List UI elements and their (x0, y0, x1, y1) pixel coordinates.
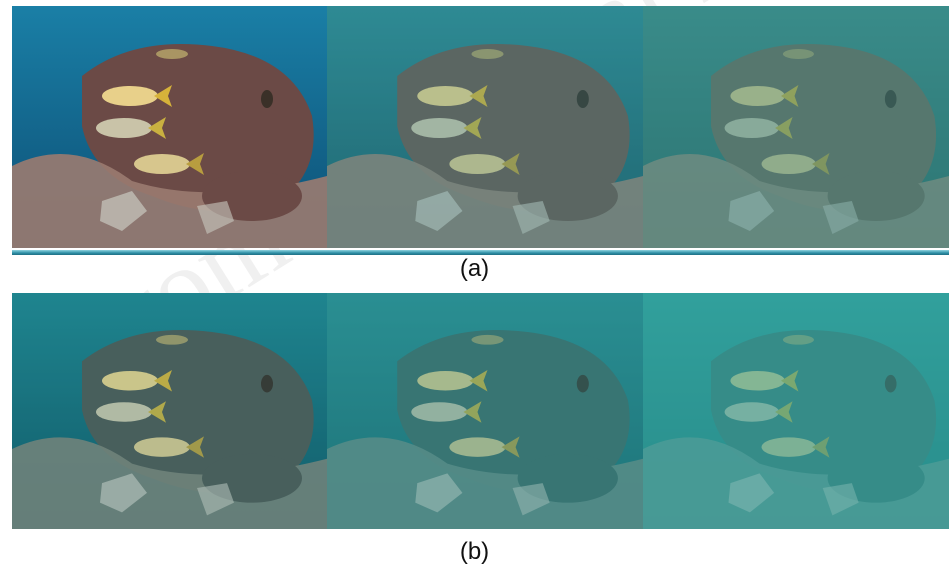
white-coral-patch (197, 201, 234, 234)
fish (782, 49, 814, 59)
row-divider (12, 250, 949, 255)
underwater-scene-b1 (12, 293, 327, 529)
fish-tail (501, 153, 520, 175)
white-coral-patch (415, 473, 463, 513)
underwater-scene-a3 (643, 6, 949, 248)
seabed (12, 154, 327, 248)
fish (261, 90, 273, 108)
white-coral-patch (728, 191, 775, 231)
white-coral-patch (100, 191, 147, 231)
fish (471, 49, 504, 59)
seabed (12, 437, 327, 529)
panel-a2 (327, 6, 643, 248)
fish (449, 437, 506, 457)
water-haze (643, 6, 949, 248)
fish (761, 154, 816, 174)
fish (417, 86, 474, 106)
caption-a: (a) (459, 255, 490, 282)
fish (724, 118, 779, 138)
fish (102, 371, 158, 391)
row-b (12, 293, 949, 529)
fish (134, 154, 190, 174)
fish (102, 86, 158, 106)
fish (156, 49, 188, 59)
panel-a3 (643, 6, 949, 248)
fish (156, 334, 188, 345)
fish-tail (148, 117, 166, 139)
fish (96, 402, 152, 422)
panel-b3 (643, 293, 949, 529)
fish-tail (154, 85, 172, 107)
panel-a1 (12, 6, 327, 248)
white-coral-patch (415, 191, 463, 231)
water-haze (643, 293, 949, 529)
caption-b: (b) (459, 538, 490, 565)
underwater-scene-b3 (643, 293, 949, 529)
fish (134, 437, 190, 457)
fish (576, 374, 589, 393)
fish-tail (186, 153, 204, 175)
water-haze (327, 293, 643, 529)
fish-tail (469, 370, 488, 392)
fish-tail (186, 436, 204, 458)
seabed (643, 154, 949, 248)
fish (730, 86, 785, 106)
fish (576, 90, 589, 108)
white-coral-patch (512, 483, 550, 516)
row-a (12, 6, 949, 248)
water-haze (327, 6, 643, 248)
underwater-scene-b2 (327, 293, 643, 529)
fish-tail (780, 85, 799, 107)
fish (96, 118, 152, 138)
fish (449, 154, 506, 174)
panel-b2 (327, 293, 643, 529)
fish (884, 90, 897, 108)
fish-tail (463, 401, 482, 423)
seabed (327, 437, 643, 529)
fish-tail (463, 117, 482, 139)
panel-b1 (12, 293, 327, 529)
seabed (327, 154, 643, 248)
fish-tail (775, 117, 793, 139)
fish-tail (154, 370, 172, 392)
white-coral-patch (822, 201, 859, 234)
fish (417, 371, 474, 391)
underwater-scene-a2 (327, 6, 643, 248)
white-coral-patch (197, 483, 234, 516)
water-haze (12, 293, 327, 529)
fish-tail (812, 153, 830, 175)
fish-tail (469, 85, 488, 107)
underwater-scene-a1 (12, 6, 327, 248)
fish-tail (148, 401, 166, 423)
fish (411, 402, 468, 422)
white-coral-patch (100, 473, 147, 513)
fish (261, 374, 273, 393)
white-coral-patch (512, 201, 550, 234)
fish-tail (501, 436, 520, 458)
fish (411, 118, 468, 138)
fish (471, 334, 504, 345)
